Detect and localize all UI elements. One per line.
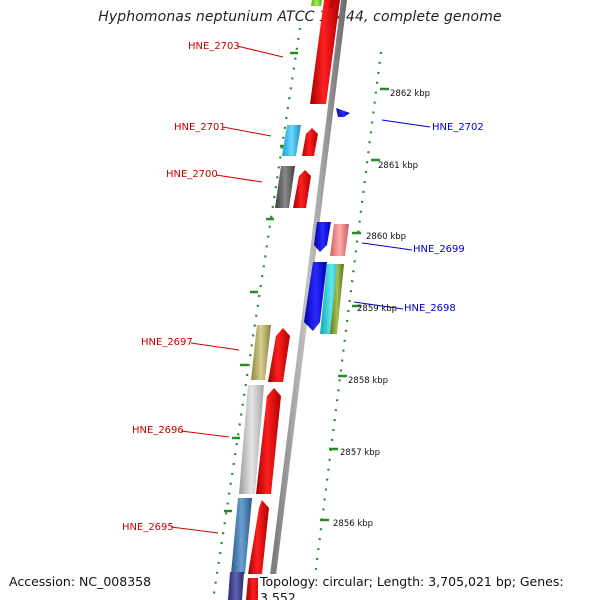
gene-hne-2696-feature	[239, 385, 281, 494]
gene-label-hne-2695[interactable]: HNE_2695	[122, 522, 219, 534]
svg-text:HNE_2703: HNE_2703	[188, 41, 240, 52]
svg-text:HNE_2699: HNE_2699	[413, 244, 465, 255]
gene-hne-2699-feature	[314, 222, 349, 256]
svg-text:HNE_2700: HNE_2700	[166, 169, 218, 180]
outer-guide-arc	[310, 51, 383, 600]
inner-guide-arc	[211, 27, 302, 600]
svg-text:HNE_2697: HNE_2697	[141, 337, 193, 348]
kbp-label-2860: 2860 kbp	[366, 232, 406, 242]
gene-hne-2700-feature	[275, 166, 311, 208]
gene-hne-2695-feature	[231, 498, 269, 574]
gene-label-hne-2699[interactable]: HNE_2699	[361, 242, 465, 255]
gene-hne-2698-feature	[304, 262, 344, 334]
kbp-label-2857: 2857 kbp	[340, 448, 380, 458]
gene-label-hne-2701[interactable]: HNE_2701	[174, 122, 272, 137]
svg-text:HNE_2695: HNE_2695	[122, 522, 174, 533]
kbp-label-2861: 2861 kbp	[378, 161, 418, 171]
gene-label-hne-2696[interactable]: HNE_2696	[132, 425, 230, 438]
map-title: Hyphomonas neptunium ATCC 15444, complet…	[98, 9, 502, 25]
gene-label-hne-2700[interactable]: HNE_2700	[166, 169, 263, 183]
kbp-label-2858: 2858 kbp	[348, 376, 388, 386]
svg-text:HNE_2701: HNE_2701	[174, 122, 226, 133]
genome-backbone	[267, 0, 347, 600]
kbp-tick-marks	[320, 87, 389, 522]
topology-text: Topology: circular; Length: 3,705,021 bp…	[258, 574, 600, 600]
gene-label-hne-2697[interactable]: HNE_2697	[141, 337, 240, 351]
kbp-label-2859: 2859 kbp	[357, 304, 397, 314]
partial-gene-bottom	[228, 572, 262, 600]
gene-label-hne-2702[interactable]: HNE_2702	[381, 119, 484, 133]
gene-hne-2703-feature	[310, 0, 340, 104]
kbp-label-2862: 2862 kbp	[390, 89, 430, 99]
gene-hne-2697-feature	[251, 325, 290, 382]
inner-arc-tick-marks	[224, 51, 298, 513]
gene-label-hne-2703[interactable]: HNE_2703	[188, 41, 284, 58]
kbp-label-2856: 2856 kbp	[333, 519, 373, 529]
accession-text: Accession: NC_008358	[7, 574, 154, 590]
gene-hne-2701-feature	[282, 125, 318, 156]
partial-gene-top-green	[311, 0, 322, 6]
gene-hne-2702-feature	[336, 108, 350, 117]
svg-text:HNE_2702: HNE_2702	[432, 122, 484, 133]
svg-text:HNE_2698: HNE_2698	[404, 303, 456, 314]
gene-label-hne-2698[interactable]: HNE_2698	[353, 301, 456, 314]
svg-text:HNE_2696: HNE_2696	[132, 425, 184, 436]
